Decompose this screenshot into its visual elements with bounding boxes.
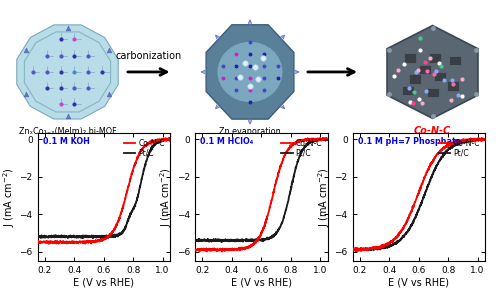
Y-axis label: J (mA cm$^{-2}$): J (mA cm$^{-2}$) bbox=[1, 167, 16, 227]
Circle shape bbox=[218, 42, 282, 102]
Legend: Co-N-C, Pt/C: Co-N-C, Pt/C bbox=[280, 137, 324, 160]
Polygon shape bbox=[24, 32, 110, 112]
Text: 0.1 M pH=7 Phosphate: 0.1 M pH=7 Phosphate bbox=[358, 137, 461, 146]
Bar bbox=[446, 81, 458, 90]
Bar bbox=[449, 56, 461, 65]
Text: carbonization: carbonization bbox=[116, 51, 182, 61]
Bar bbox=[429, 53, 441, 63]
Legend: Co-N-C, Pt/C: Co-N-C, Pt/C bbox=[122, 137, 166, 160]
Bar bbox=[404, 53, 416, 63]
Text: 0.1 M KOH: 0.1 M KOH bbox=[43, 137, 90, 146]
Polygon shape bbox=[387, 26, 478, 118]
Y-axis label: J (mA cm$^{-2}$): J (mA cm$^{-2}$) bbox=[316, 167, 332, 227]
Bar bbox=[409, 74, 421, 84]
Y-axis label: J (mA cm$^{-2}$): J (mA cm$^{-2}$) bbox=[158, 167, 174, 227]
Text: Zn evaporation: Zn evaporation bbox=[219, 126, 281, 135]
Polygon shape bbox=[17, 25, 118, 119]
X-axis label: E (V vs RHE): E (V vs RHE) bbox=[231, 278, 292, 288]
X-axis label: E (V vs RHE): E (V vs RHE) bbox=[73, 278, 134, 288]
Text: 0.1 M HClO₄: 0.1 M HClO₄ bbox=[200, 137, 254, 146]
Bar bbox=[426, 88, 438, 97]
Polygon shape bbox=[206, 25, 294, 119]
Legend: Co-N-C, Pt/C: Co-N-C, Pt/C bbox=[437, 137, 481, 160]
Bar bbox=[419, 65, 431, 74]
Text: ZnₓCo₁₋ₓ(MeIm)₂ bi-MOF: ZnₓCo₁₋ₓ(MeIm)₂ bi-MOF bbox=[18, 126, 116, 135]
Bar bbox=[434, 72, 446, 81]
Bar bbox=[402, 86, 413, 95]
Text: Co-N-C: Co-N-C bbox=[414, 126, 451, 135]
X-axis label: E (V vs RHE): E (V vs RHE) bbox=[388, 278, 449, 288]
